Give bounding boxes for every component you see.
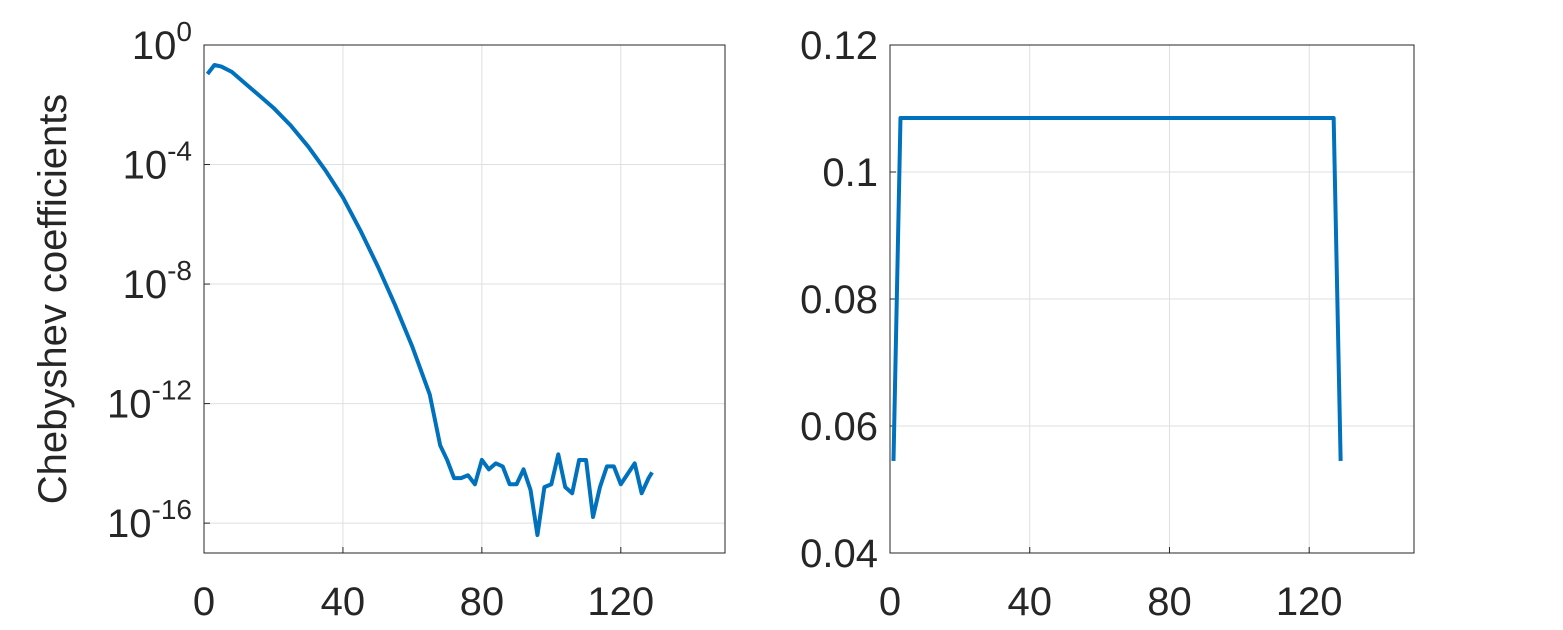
y-tick-label: 100 xyxy=(132,16,192,68)
data-line xyxy=(891,116,1343,461)
y-tick-label: 0.1 xyxy=(822,151,878,195)
tick-base: 10 xyxy=(107,502,152,546)
x-tick-label: 40 xyxy=(321,580,366,624)
y-tick-label: 0.04 xyxy=(800,532,878,576)
y-tick-label: 10-8 xyxy=(123,255,192,307)
x-tick-label: 80 xyxy=(1147,580,1192,624)
axes-box xyxy=(889,44,1415,554)
x-tick-label: 40 xyxy=(1007,580,1052,624)
y-tick-label: 10-4 xyxy=(123,136,192,188)
y-tick-label: 10-16 xyxy=(107,494,192,546)
x-tick-label: 0 xyxy=(879,580,901,624)
y-tick-label: 0.12 xyxy=(800,24,878,68)
x-tick-label: 120 xyxy=(1276,580,1343,624)
tick-base: 10 xyxy=(123,144,168,188)
tick-exponent: -4 xyxy=(167,136,192,167)
x-tick-label: 120 xyxy=(587,580,654,624)
y-tick-label: 10-12 xyxy=(107,375,192,427)
y-tick-label: 0.08 xyxy=(800,278,878,322)
data-line xyxy=(205,63,654,538)
tick-exponent: -16 xyxy=(152,494,192,525)
tick-exponent: -8 xyxy=(167,255,192,286)
axes-box xyxy=(203,44,726,554)
tick-base: 10 xyxy=(132,24,177,68)
x-tick-label: 80 xyxy=(460,580,505,624)
tick-exponent: -12 xyxy=(152,375,192,406)
tick-exponent: 0 xyxy=(176,16,192,47)
y-axis-label: Chebyshev coefficients xyxy=(31,94,75,505)
tick-base: 10 xyxy=(107,383,152,427)
x-tick-label: 0 xyxy=(193,580,215,624)
plot-area xyxy=(204,45,725,553)
tick-base: 10 xyxy=(123,263,168,307)
y-tick-label: 0.06 xyxy=(800,405,878,449)
